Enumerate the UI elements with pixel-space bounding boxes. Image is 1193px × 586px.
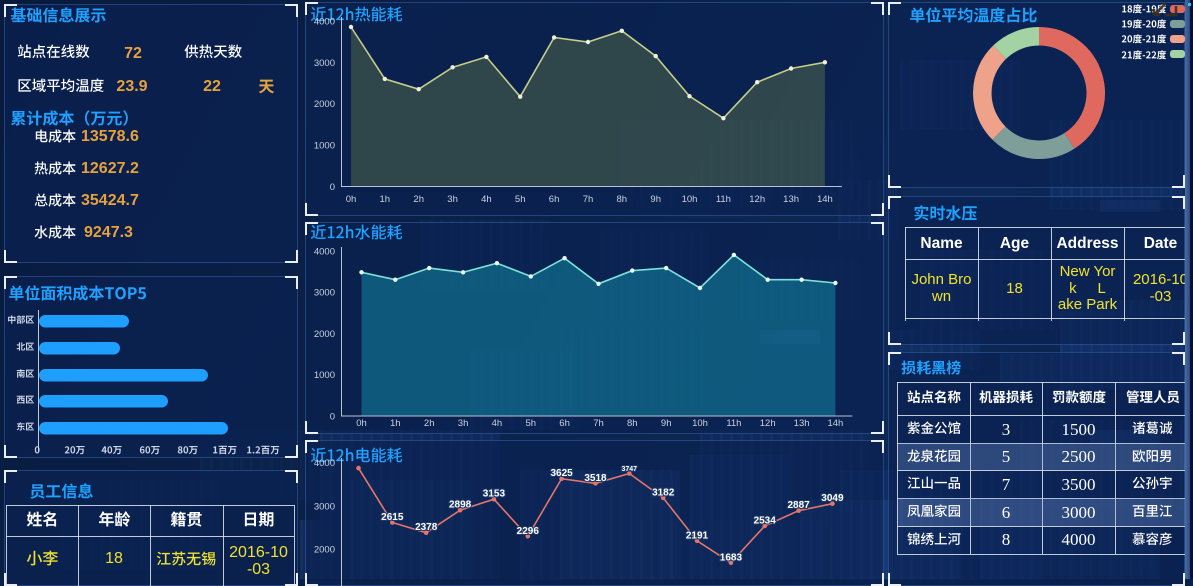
- svg-text:0: 0: [330, 182, 335, 193]
- svg-text:12h: 12h: [749, 194, 765, 205]
- svg-text:13h: 13h: [794, 418, 810, 429]
- svg-text:10h: 10h: [682, 194, 698, 205]
- svg-text:9h: 9h: [650, 194, 661, 205]
- svg-text:2898: 2898: [449, 500, 472, 511]
- svg-text:2887: 2887: [787, 500, 810, 511]
- svg-text:6h: 6h: [559, 418, 570, 429]
- svg-text:0h: 0h: [356, 418, 367, 429]
- svg-text:3000: 3000: [314, 288, 335, 299]
- svg-text:1000: 1000: [314, 370, 335, 381]
- svg-text:2615: 2615: [381, 512, 404, 523]
- svg-text:4h: 4h: [481, 194, 492, 205]
- svg-text:1683: 1683: [720, 552, 743, 563]
- svg-text:2296: 2296: [517, 526, 540, 537]
- svg-text:5h: 5h: [515, 194, 526, 205]
- svg-text:2000: 2000: [314, 545, 335, 556]
- svg-text:2h: 2h: [413, 194, 424, 205]
- svg-text:11h: 11h: [716, 194, 731, 205]
- svg-text:7h: 7h: [583, 194, 594, 205]
- svg-text:3h: 3h: [447, 194, 458, 205]
- svg-text:10h: 10h: [692, 418, 708, 429]
- svg-text:3h: 3h: [458, 418, 469, 429]
- svg-text:9h: 9h: [661, 418, 672, 429]
- svg-text:2191: 2191: [686, 530, 709, 541]
- svg-text:2h: 2h: [424, 418, 435, 429]
- svg-text:3153: 3153: [483, 489, 506, 500]
- svg-text:7h: 7h: [593, 418, 604, 429]
- svg-text:1000: 1000: [314, 141, 335, 152]
- svg-text:3625: 3625: [550, 468, 573, 479]
- svg-text:3000: 3000: [314, 501, 335, 512]
- svg-text:4000: 4000: [314, 458, 335, 469]
- svg-text:3000: 3000: [314, 58, 335, 69]
- svg-text:14h: 14h: [817, 194, 833, 205]
- svg-text:4h: 4h: [492, 418, 503, 429]
- svg-text:2000: 2000: [314, 329, 335, 340]
- svg-text:4000: 4000: [314, 246, 335, 257]
- svg-text:2534: 2534: [754, 516, 777, 527]
- svg-text:3049: 3049: [821, 493, 844, 504]
- svg-text:8h: 8h: [627, 418, 638, 429]
- svg-text:2000: 2000: [314, 99, 335, 110]
- svg-text:3182: 3182: [652, 487, 675, 498]
- svg-text:14h: 14h: [827, 418, 843, 429]
- svg-text:1h: 1h: [380, 194, 391, 205]
- svg-text:5h: 5h: [526, 418, 537, 429]
- svg-text:3518: 3518: [584, 473, 607, 484]
- svg-text:8h: 8h: [617, 194, 628, 205]
- svg-text:2378: 2378: [415, 522, 438, 533]
- svg-text:12h: 12h: [760, 418, 776, 429]
- svg-text:0h: 0h: [346, 194, 357, 205]
- svg-text:0: 0: [330, 412, 335, 423]
- svg-text:3747: 3747: [622, 466, 638, 473]
- svg-text:1h: 1h: [390, 418, 401, 429]
- svg-text:11h: 11h: [726, 418, 741, 429]
- svg-text:13h: 13h: [783, 194, 799, 205]
- svg-text:4000: 4000: [314, 16, 335, 27]
- svg-text:6h: 6h: [549, 194, 560, 205]
